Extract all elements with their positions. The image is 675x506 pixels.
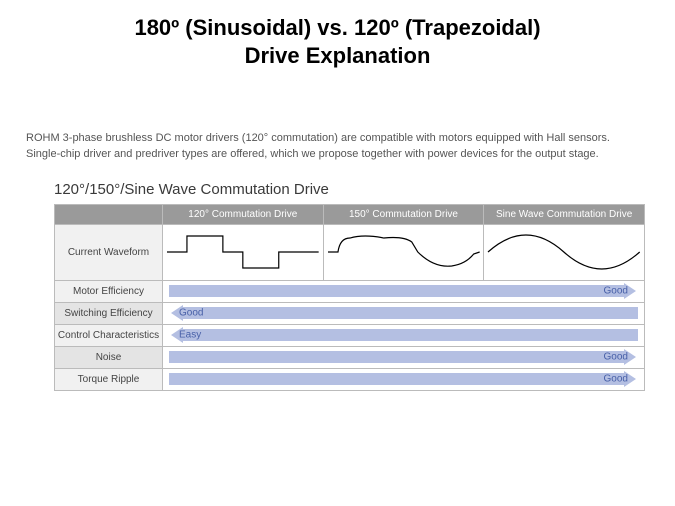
arrow-motor-eff: Good: [163, 280, 645, 302]
intro-paragraph: ROHM 3-phase brushless DC motor drivers …: [0, 69, 675, 163]
arrow-right-icon: [169, 351, 636, 363]
arrow-torque: Good: [163, 368, 645, 390]
col-header-150: 150° Commutation Drive: [323, 204, 484, 224]
rowhead-control: Control Characteristics: [55, 324, 163, 346]
arrow-label: Good: [179, 308, 203, 319]
sine-wave-icon: [484, 228, 644, 276]
comparison-table: 120° Commutation Drive 150° Commutation …: [54, 204, 645, 391]
arrow-right-icon: [169, 285, 636, 297]
table-title: 120°/150°/Sine Wave Commutation Drive: [0, 163, 675, 204]
row-control-characteristics: Control Characteristics Easy: [55, 324, 645, 346]
arrow-control: Easy: [163, 324, 645, 346]
row-motor-efficiency: Motor Efficiency Good: [55, 280, 645, 302]
row-torque-ripple: Torque Ripple Good: [55, 368, 645, 390]
page-title: 180º (Sinusoidal) vs. 120º (Trapezoidal)…: [0, 0, 675, 69]
col-header-sine: Sine Wave Commutation Drive: [484, 204, 645, 224]
rowhead-motor-eff: Motor Efficiency: [55, 280, 163, 302]
trapezoid-150-icon: [324, 228, 484, 276]
table-header-row: 120° Commutation Drive 150° Commutation …: [55, 204, 645, 224]
arrow-label: Good: [604, 374, 628, 385]
col-header-120: 120° Commutation Drive: [163, 204, 324, 224]
trapezoid-120-icon: [163, 228, 323, 276]
title-line-2: Drive Explanation: [245, 43, 431, 68]
waveform-120: [163, 224, 324, 280]
arrow-left-icon: [171, 307, 638, 319]
arrow-switch-eff: Good: [163, 302, 645, 324]
row-switching-efficiency: Switching Efficiency Good: [55, 302, 645, 324]
header-blank: [55, 204, 163, 224]
title-line-1: 180º (Sinusoidal) vs. 120º (Trapezoidal): [134, 15, 540, 40]
rowhead-waveform: Current Waveform: [55, 224, 163, 280]
arrow-left-icon: [171, 329, 638, 341]
waveform-sine: [484, 224, 645, 280]
rowhead-torque: Torque Ripple: [55, 368, 163, 390]
arrow-right-icon: [169, 373, 636, 385]
arrow-label: Good: [604, 352, 628, 363]
waveform-150: [323, 224, 484, 280]
row-current-waveform: Current Waveform: [55, 224, 645, 280]
row-noise: Noise Good: [55, 346, 645, 368]
intro-line-2: Single-chip driver and predriver types a…: [26, 148, 599, 160]
rowhead-switch-eff: Switching Efficiency: [55, 302, 163, 324]
arrow-label: Good: [604, 286, 628, 297]
arrow-noise: Good: [163, 346, 645, 368]
intro-line-1: ROHM 3-phase brushless DC motor drivers …: [26, 132, 610, 144]
rowhead-noise: Noise: [55, 346, 163, 368]
arrow-label: Easy: [179, 330, 201, 341]
